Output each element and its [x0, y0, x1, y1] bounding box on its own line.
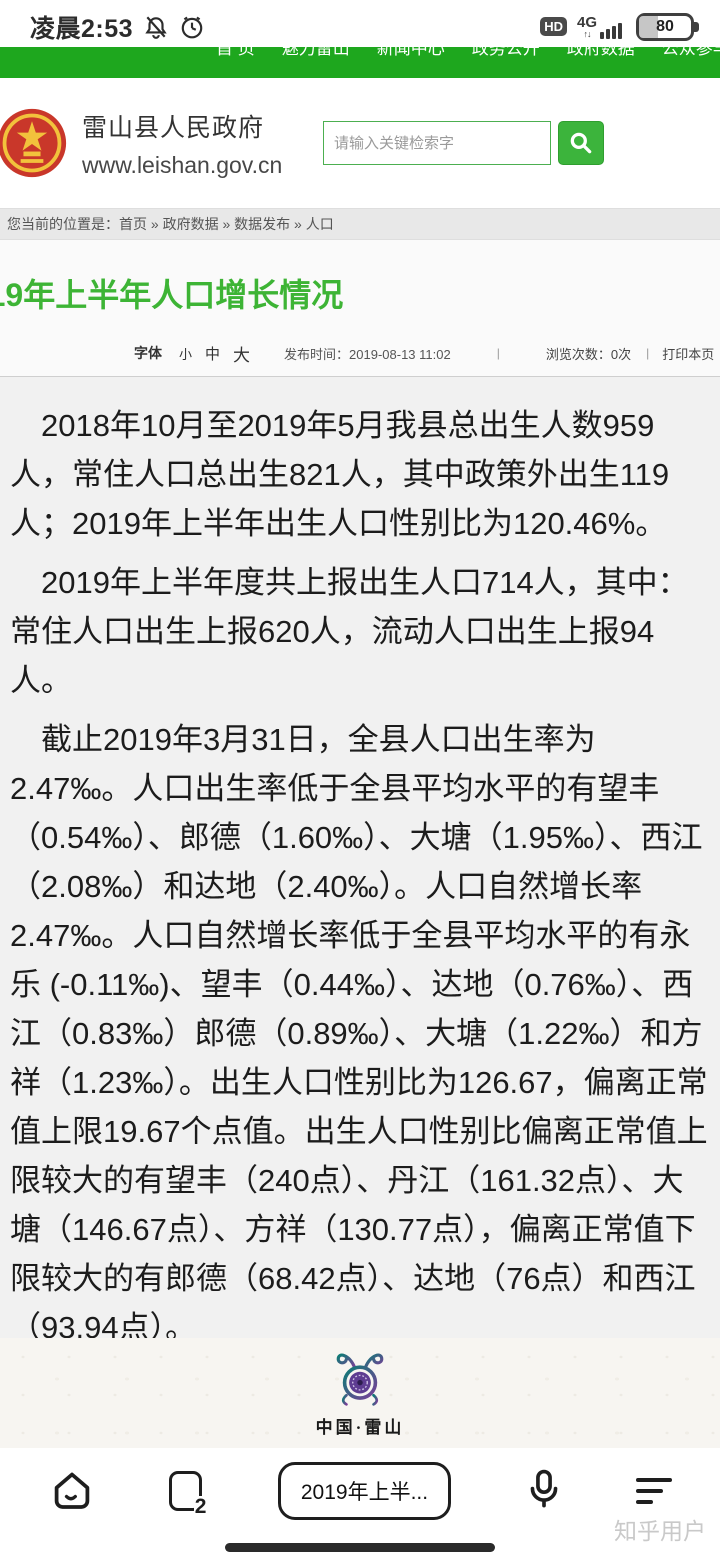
nav-item-gov-data[interactable]: 政府数据 [566, 47, 635, 58]
font-size-small-button[interactable]: 小 [179, 346, 193, 362]
home-icon [54, 1472, 90, 1509]
watermark: 知乎用户 [614, 1518, 706, 1544]
paragraph-2: 2019年上半年度共上报出生人口714人，其中：常住人口出生上报620人，流动人… [10, 565, 689, 698]
page-title: 2019年上半年人口增长情况 [0, 277, 344, 313]
tab-count: 2 [193, 1495, 208, 1518]
mute-bell-icon [145, 16, 167, 39]
font-size-label: 字体 [134, 345, 162, 361]
home-indicator[interactable] [225, 1543, 495, 1552]
tabs-button[interactable]: 2 [169, 1471, 208, 1517]
menu-button[interactable] [635, 1478, 672, 1504]
status-left: 凌晨2:53 [30, 9, 205, 45]
site-identity: 雷山县人民政府 www.leishan.gov.cn [82, 108, 282, 179]
footer-banner: 中国·雷山 [0, 1338, 720, 1448]
search-button[interactable] [558, 121, 604, 165]
status-bar: 凌晨2:53 HD 4G ↑↓ [0, 0, 720, 47]
site-url[interactable]: www.leishan.gov.cn [82, 151, 283, 178]
breadcrumb-text: 您当前的位置是：首页 » 政府数据 » 数据发布 » 人口 [7, 216, 334, 232]
site-header: 雷山县人民政府 www.leishan.gov.cn [0, 78, 720, 208]
nav-item-charm-leishan[interactable]: 魅力雷山 [281, 47, 350, 58]
paragraph-3: 截止2019年3月31日，全县人口出生率为2.47‰。人口出生率低于全县平均水平… [10, 722, 708, 1345]
font-size-medium-button[interactable]: 中 [205, 345, 221, 363]
nav-menu: 首 页 魅力雷山 新闻中心 政务公开 政府数据 公众参与 网上服务 [216, 47, 720, 59]
meta-divider: | [496, 346, 500, 360]
data-arrows-icon: ↑↓ [583, 28, 591, 39]
article-header: 2019年上半年人口增长情况 字体 小 中 大 发布时间：2019-08-13 … [0, 240, 720, 377]
nav-item-public-participation[interactable]: 公众参与 [661, 47, 720, 58]
battery-percent: 80 [656, 17, 674, 35]
network-type: 4G ↑↓ [577, 15, 597, 39]
signal-indicator: 4G ↑↓ [577, 15, 622, 39]
microphone-icon [530, 1469, 557, 1508]
battery-fill [639, 15, 659, 38]
top-nav-bar: 首 页 魅力雷山 新闻中心 政务公开 政府数据 公众参与 网上服务 [0, 47, 720, 78]
nav-item-news-center[interactable]: 新闻中心 [376, 47, 445, 58]
status-time: 凌晨2:53 [30, 14, 134, 43]
signal-bars-icon [600, 22, 622, 39]
microphone-button[interactable] [527, 1469, 561, 1513]
browser-toolbar: 2 2019年上半... 知乎用户 [0, 1448, 720, 1560]
search-icon [570, 132, 592, 154]
browser-buttons-row: 2 2019年上半... [0, 1448, 720, 1520]
article-body: 2018年10月至2019年5月我县总出生人数959人，常住人口总出生821人，… [0, 377, 720, 1372]
publish-time: 发布时间：2019-08-13 11:02 [284, 346, 451, 362]
hd-badge: HD [540, 17, 567, 36]
search-area [323, 121, 604, 165]
url-pill[interactable]: 2019年上半... [277, 1462, 452, 1520]
status-right: HD 4G ↑↓ 80 [540, 12, 699, 41]
home-button[interactable] [50, 1469, 94, 1513]
site-name: 雷山县人民政府 [82, 113, 265, 142]
meta-divider: | [646, 346, 650, 360]
article-meta-bar: 字体 小 中 大 发布时间：2019-08-13 11:02 | 浏览次数：0次… [0, 330, 720, 376]
leishan-emblem-logo [336, 1353, 384, 1406]
network-type-label: 4G [576, 13, 597, 31]
print-page-button[interactable]: 打印本页 [662, 346, 715, 362]
nav-item-gov-affairs[interactable]: 政务公开 [471, 47, 540, 58]
font-size-large-button[interactable]: 大 [233, 345, 251, 365]
national-emblem-logo [0, 108, 67, 178]
paragraph-1: 2018年10月至2019年5月我县总出生人数959人，常住人口总出生821人，… [10, 408, 670, 541]
view-count: 浏览次数：0次 [545, 346, 632, 362]
alarm-clock-icon [181, 16, 203, 38]
nav-item-home[interactable]: 首 页 [216, 47, 255, 58]
battery-indicator: 80 [636, 12, 699, 41]
url-pill-text: 2019年上半... [300, 1481, 429, 1504]
breadcrumb: 您当前的位置是：首页 » 政府数据 » 数据发布 » 人口 [0, 208, 720, 240]
footer-logo-text: 中国·雷山 [315, 1418, 405, 1437]
search-input[interactable] [323, 121, 551, 165]
